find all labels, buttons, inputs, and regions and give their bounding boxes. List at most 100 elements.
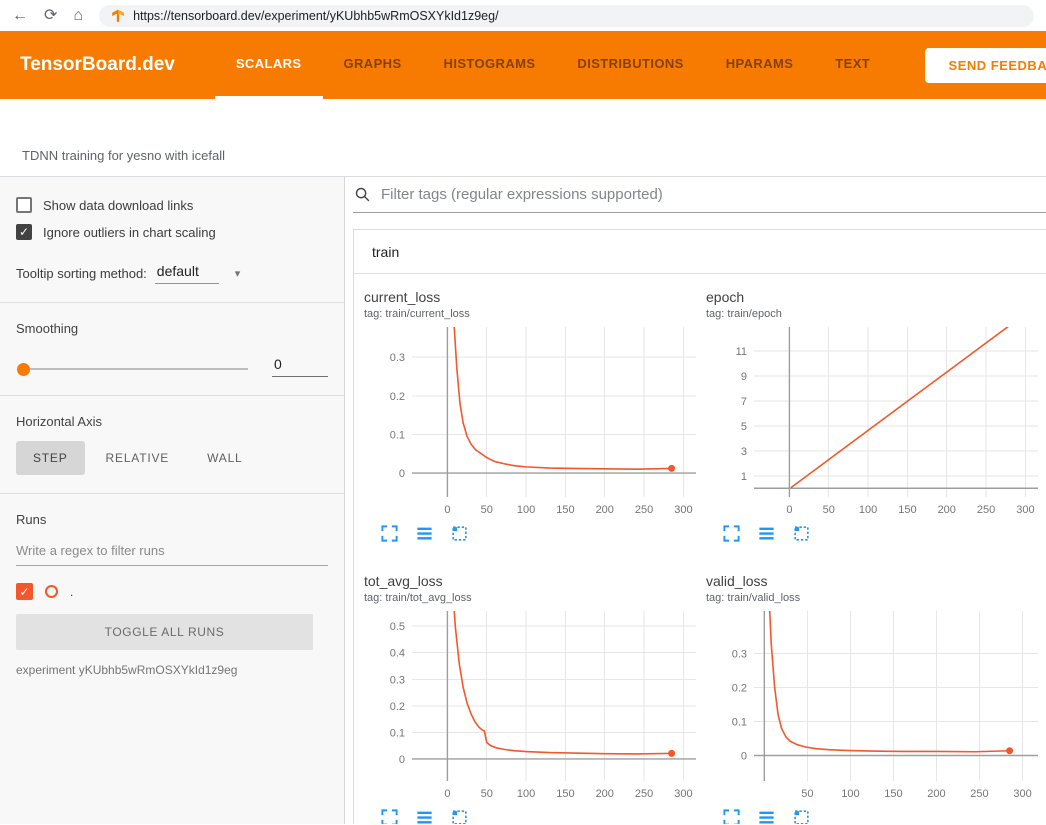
divider bbox=[0, 395, 344, 396]
svg-text:50: 50 bbox=[481, 504, 493, 516]
line-chart-tot-avg-loss[interactable]: 00.10.20.30.40.5050100150200250300 bbox=[364, 606, 701, 806]
tab-scalars[interactable]: SCALARS bbox=[215, 31, 323, 99]
svg-text:0.2: 0.2 bbox=[390, 391, 405, 403]
chart-tag: tag: train/valid_loss bbox=[706, 592, 1046, 604]
svg-text:100: 100 bbox=[517, 788, 535, 800]
line-chart-valid-loss[interactable]: 00.10.20.350100150200250300 bbox=[706, 606, 1043, 806]
home-icon[interactable]: ⌂ bbox=[73, 8, 83, 24]
smoothing-label: Smoothing bbox=[16, 321, 328, 336]
run-selector-icon[interactable] bbox=[415, 524, 434, 543]
chart-card-current-loss: current_loss tag: train/current_loss 00.… bbox=[364, 289, 706, 543]
main-panel: train current_loss tag: train/current_lo… bbox=[345, 177, 1046, 824]
sidebar: Show data download links ✓ Ignore outlie… bbox=[0, 177, 345, 824]
reload-icon[interactable]: ⟳ bbox=[44, 8, 57, 24]
svg-text:5: 5 bbox=[741, 421, 747, 433]
svg-text:9: 9 bbox=[741, 371, 747, 383]
train-section-label: train bbox=[372, 244, 399, 260]
expand-chart-icon[interactable] bbox=[380, 524, 399, 543]
ignore-outliers-checkbox[interactable]: ✓ bbox=[16, 224, 32, 240]
tab-histograms[interactable]: HISTOGRAMS bbox=[423, 31, 557, 99]
svg-text:0.1: 0.1 bbox=[390, 429, 405, 441]
ignore-outliers-label: Ignore outliers in chart scaling bbox=[43, 225, 216, 240]
svg-text:0.3: 0.3 bbox=[732, 649, 747, 661]
svg-text:0.3: 0.3 bbox=[390, 352, 405, 364]
chart-toolbar bbox=[722, 808, 1046, 824]
tensorboard-logo[interactable]: TensorBoard.dev bbox=[20, 54, 175, 76]
filter-tags-input[interactable] bbox=[381, 186, 1046, 203]
tooltip-sorting-label: Tooltip sorting method: bbox=[16, 266, 147, 281]
svg-text:7: 7 bbox=[741, 396, 747, 408]
chart-card-valid-loss: valid_loss tag: train/valid_loss 00.10.2… bbox=[706, 573, 1046, 824]
svg-text:0.1: 0.1 bbox=[390, 727, 405, 739]
chart-toolbar bbox=[380, 808, 706, 824]
svg-text:50: 50 bbox=[481, 788, 493, 800]
svg-text:100: 100 bbox=[841, 788, 859, 800]
show-download-label: Show data download links bbox=[43, 198, 193, 213]
run-color-swatch-icon bbox=[45, 585, 58, 598]
chart-tag: tag: train/tot_avg_loss bbox=[364, 592, 706, 604]
relative-button[interactable]: RELATIVE bbox=[89, 441, 187, 475]
line-chart-current-loss[interactable]: 00.10.20.3050100150200250300 bbox=[364, 322, 701, 522]
experiment-id: experiment yKUbhb5wRmOSXYkId1z9eg bbox=[16, 663, 328, 677]
chart-tag: tag: train/epoch bbox=[706, 308, 1046, 320]
svg-text:300: 300 bbox=[1013, 788, 1031, 800]
svg-text:100: 100 bbox=[517, 504, 535, 516]
chevron-down-icon[interactable]: ▾ bbox=[235, 267, 241, 280]
chart-title: current_loss bbox=[364, 289, 706, 305]
experiment-title: TDNN training for yesno with icefall bbox=[22, 148, 225, 163]
toggle-all-runs-button[interactable]: TOGGLE ALL RUNS bbox=[16, 614, 313, 650]
tab-graphs[interactable]: GRAPHS bbox=[323, 31, 423, 99]
fit-domain-icon[interactable] bbox=[450, 808, 469, 824]
runs-filter-input[interactable] bbox=[16, 537, 328, 566]
ignore-outliers-row: ✓ Ignore outliers in chart scaling bbox=[16, 224, 328, 240]
app-header: TensorBoard.dev SCALARS GRAPHS HISTOGRAM… bbox=[0, 31, 1046, 99]
chart-toolbar bbox=[722, 524, 1046, 543]
show-download-checkbox[interactable] bbox=[16, 197, 32, 213]
smoothing-slider[interactable] bbox=[19, 368, 248, 370]
fit-domain-icon[interactable] bbox=[792, 524, 811, 543]
fit-domain-icon[interactable] bbox=[450, 524, 469, 543]
nav-tabs: SCALARS GRAPHS HISTOGRAMS DISTRIBUTIONS … bbox=[215, 31, 891, 99]
horizontal-axis-buttons: STEP RELATIVE WALL bbox=[16, 441, 328, 475]
line-chart-epoch[interactable]: 1357911050100150200250300 bbox=[706, 322, 1043, 522]
tab-hparams[interactable]: HPARAMS bbox=[705, 31, 815, 99]
run-selector-icon[interactable] bbox=[415, 808, 434, 824]
svg-text:3: 3 bbox=[741, 446, 747, 458]
experiment-title-strip: TDNN training for yesno with icefall bbox=[0, 99, 1046, 177]
tooltip-sorting-select[interactable]: default bbox=[155, 262, 219, 284]
expand-chart-icon[interactable] bbox=[722, 808, 741, 824]
svg-text:300: 300 bbox=[674, 504, 692, 516]
svg-text:0: 0 bbox=[741, 751, 747, 763]
svg-text:0.2: 0.2 bbox=[732, 683, 747, 695]
run-selector-icon[interactable] bbox=[757, 524, 776, 543]
wall-button[interactable]: WALL bbox=[190, 441, 259, 475]
smoothing-slider-thumb[interactable] bbox=[17, 363, 30, 376]
svg-text:0: 0 bbox=[399, 468, 405, 480]
send-feedback-button[interactable]: SEND FEEDBACK bbox=[925, 48, 1046, 83]
browser-toolbar: ← ⟳ ⌂ https://tensorboard.dev/experiment… bbox=[0, 0, 1046, 31]
fit-domain-icon[interactable] bbox=[792, 808, 811, 824]
expand-chart-icon[interactable] bbox=[722, 524, 741, 543]
run-checkbox[interactable]: ✓ bbox=[16, 583, 33, 600]
step-button[interactable]: STEP bbox=[16, 441, 85, 475]
tab-distributions[interactable]: DISTRIBUTIONS bbox=[556, 31, 704, 99]
smoothing-value-input[interactable] bbox=[272, 356, 328, 377]
run-selector-icon[interactable] bbox=[757, 808, 776, 824]
address-bar[interactable]: https://tensorboard.dev/experiment/yKUbh… bbox=[99, 5, 1034, 27]
svg-text:150: 150 bbox=[556, 788, 574, 800]
svg-text:50: 50 bbox=[823, 504, 835, 516]
search-icon bbox=[354, 186, 371, 203]
expand-chart-icon[interactable] bbox=[380, 808, 399, 824]
tab-text[interactable]: TEXT bbox=[814, 31, 891, 99]
chart-card-tot-avg-loss: tot_avg_loss tag: train/tot_avg_loss 00.… bbox=[364, 573, 706, 824]
train-section-header[interactable]: train bbox=[354, 230, 1046, 274]
run-name: . bbox=[70, 585, 73, 599]
content: Show data download links ✓ Ignore outlie… bbox=[0, 177, 1046, 824]
url-text: https://tensorboard.dev/experiment/yKUbh… bbox=[133, 9, 498, 23]
svg-text:0: 0 bbox=[444, 504, 450, 516]
svg-text:150: 150 bbox=[898, 504, 916, 516]
back-icon[interactable]: ← bbox=[12, 8, 28, 24]
svg-text:250: 250 bbox=[635, 788, 653, 800]
svg-text:150: 150 bbox=[556, 504, 574, 516]
svg-text:0.5: 0.5 bbox=[390, 621, 405, 633]
